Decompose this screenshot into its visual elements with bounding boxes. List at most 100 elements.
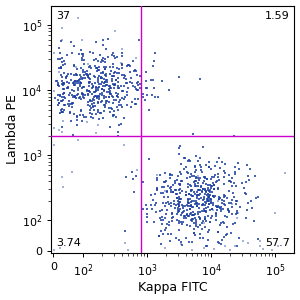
- Point: [196, 211, 201, 216]
- Point: [154, 176, 159, 180]
- Point: [86, 89, 91, 94]
- Point: [234, 201, 239, 206]
- Point: [214, 214, 218, 218]
- Point: [116, 80, 121, 84]
- Point: [165, 189, 170, 194]
- Point: [174, 212, 179, 217]
- Point: [192, 230, 197, 235]
- Point: [176, 207, 181, 212]
- Point: [224, 231, 229, 236]
- Point: [208, 182, 212, 187]
- Point: [116, 86, 120, 91]
- Point: [122, 76, 127, 80]
- Point: [166, 184, 170, 189]
- Point: [83, 72, 88, 76]
- Point: [200, 186, 205, 191]
- Point: [98, 75, 103, 80]
- Point: [93, 85, 98, 90]
- Point: [187, 159, 192, 164]
- Point: [62, 102, 67, 107]
- Point: [61, 92, 66, 96]
- Point: [59, 109, 64, 114]
- Point: [81, 85, 86, 89]
- Point: [270, 247, 275, 252]
- Point: [169, 188, 174, 193]
- Point: [196, 183, 201, 188]
- Point: [202, 179, 207, 184]
- Point: [183, 193, 188, 197]
- Point: [176, 145, 181, 150]
- Point: [99, 71, 104, 76]
- Point: [133, 85, 137, 90]
- Point: [170, 183, 175, 188]
- Point: [175, 196, 179, 200]
- Point: [99, 76, 104, 80]
- Point: [221, 206, 226, 211]
- Point: [95, 100, 100, 104]
- Point: [201, 145, 206, 149]
- Point: [85, 92, 90, 97]
- Point: [194, 218, 199, 223]
- Point: [182, 214, 187, 219]
- Point: [117, 122, 122, 127]
- Point: [178, 199, 183, 204]
- Point: [206, 194, 211, 199]
- Point: [88, 72, 93, 76]
- Point: [100, 58, 105, 63]
- Point: [56, 100, 61, 105]
- Point: [68, 78, 73, 82]
- Point: [61, 86, 66, 91]
- Point: [196, 178, 201, 182]
- Point: [179, 179, 184, 184]
- Point: [176, 210, 181, 214]
- Point: [122, 84, 127, 88]
- Point: [56, 98, 61, 102]
- Point: [158, 229, 163, 234]
- Point: [116, 83, 121, 88]
- Point: [210, 213, 215, 218]
- Point: [60, 83, 65, 88]
- Point: [193, 175, 198, 180]
- Point: [85, 72, 90, 77]
- Point: [96, 96, 101, 101]
- Point: [65, 85, 70, 90]
- Point: [188, 206, 193, 211]
- Point: [197, 197, 202, 202]
- Point: [229, 200, 233, 205]
- Point: [57, 128, 62, 132]
- Point: [110, 52, 114, 57]
- Point: [102, 73, 107, 78]
- Point: [97, 110, 102, 115]
- Point: [164, 221, 169, 226]
- Point: [208, 184, 213, 188]
- Point: [160, 184, 164, 189]
- Point: [93, 103, 98, 108]
- Point: [93, 89, 98, 94]
- Point: [110, 107, 115, 112]
- Point: [68, 91, 72, 95]
- Point: [170, 172, 175, 177]
- Point: [128, 69, 133, 74]
- Point: [149, 203, 154, 208]
- Point: [169, 215, 174, 220]
- Point: [121, 88, 125, 93]
- Point: [217, 241, 222, 246]
- Point: [108, 68, 113, 73]
- Point: [59, 175, 64, 179]
- Point: [108, 85, 112, 90]
- Point: [100, 116, 105, 120]
- Point: [69, 118, 74, 123]
- Point: [236, 211, 241, 215]
- Point: [59, 109, 64, 114]
- Point: [207, 160, 212, 165]
- Point: [150, 207, 155, 212]
- Point: [192, 199, 197, 203]
- Point: [169, 203, 173, 208]
- Point: [166, 199, 171, 204]
- Point: [94, 130, 98, 135]
- Point: [197, 210, 202, 214]
- Point: [217, 197, 222, 202]
- Point: [225, 224, 230, 229]
- Point: [193, 169, 197, 174]
- Point: [167, 176, 172, 181]
